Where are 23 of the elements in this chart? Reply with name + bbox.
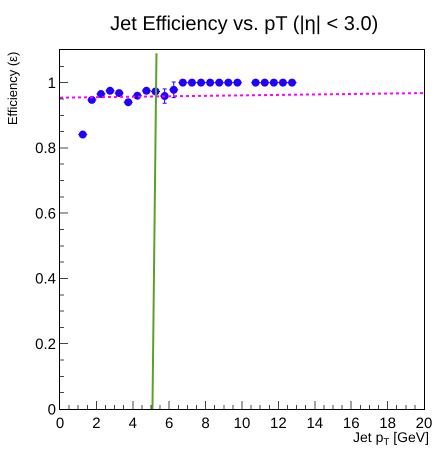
y-tick-label: 0.8	[35, 140, 56, 158]
x-tick-label: 20	[416, 415, 432, 432]
x-tick-label: 2	[92, 415, 101, 432]
x-tick-label: 14	[306, 415, 324, 432]
point	[124, 98, 132, 106]
y-axis-title: Efficiency (ε)	[5, 52, 20, 126]
x-axis-title: Jet p$_{T}$ [GeV]	[353, 429, 430, 448]
point	[170, 86, 178, 94]
y-tick-label: 0.2	[35, 336, 56, 353]
point	[78, 130, 87, 139]
x-tick-label: 8	[201, 415, 210, 432]
x-tick-label: 6	[165, 415, 174, 432]
x-tick-label: 18	[379, 415, 396, 432]
x-tick-label: 4	[128, 415, 137, 432]
y-tick-label: 0.6	[35, 205, 56, 222]
y-tick-label: 0.4	[35, 270, 56, 288]
x-tick-label: 10	[234, 415, 250, 432]
x-tick-label: 16	[342, 415, 360, 432]
y-tick-label: 0	[48, 401, 56, 418]
point	[96, 90, 105, 98]
chart-title: Jet Efficiency vs. pT (|η| < 3.0)	[110, 12, 378, 35]
x-tick-label: 12	[270, 415, 287, 432]
y-tick-label: 1	[48, 74, 56, 92]
